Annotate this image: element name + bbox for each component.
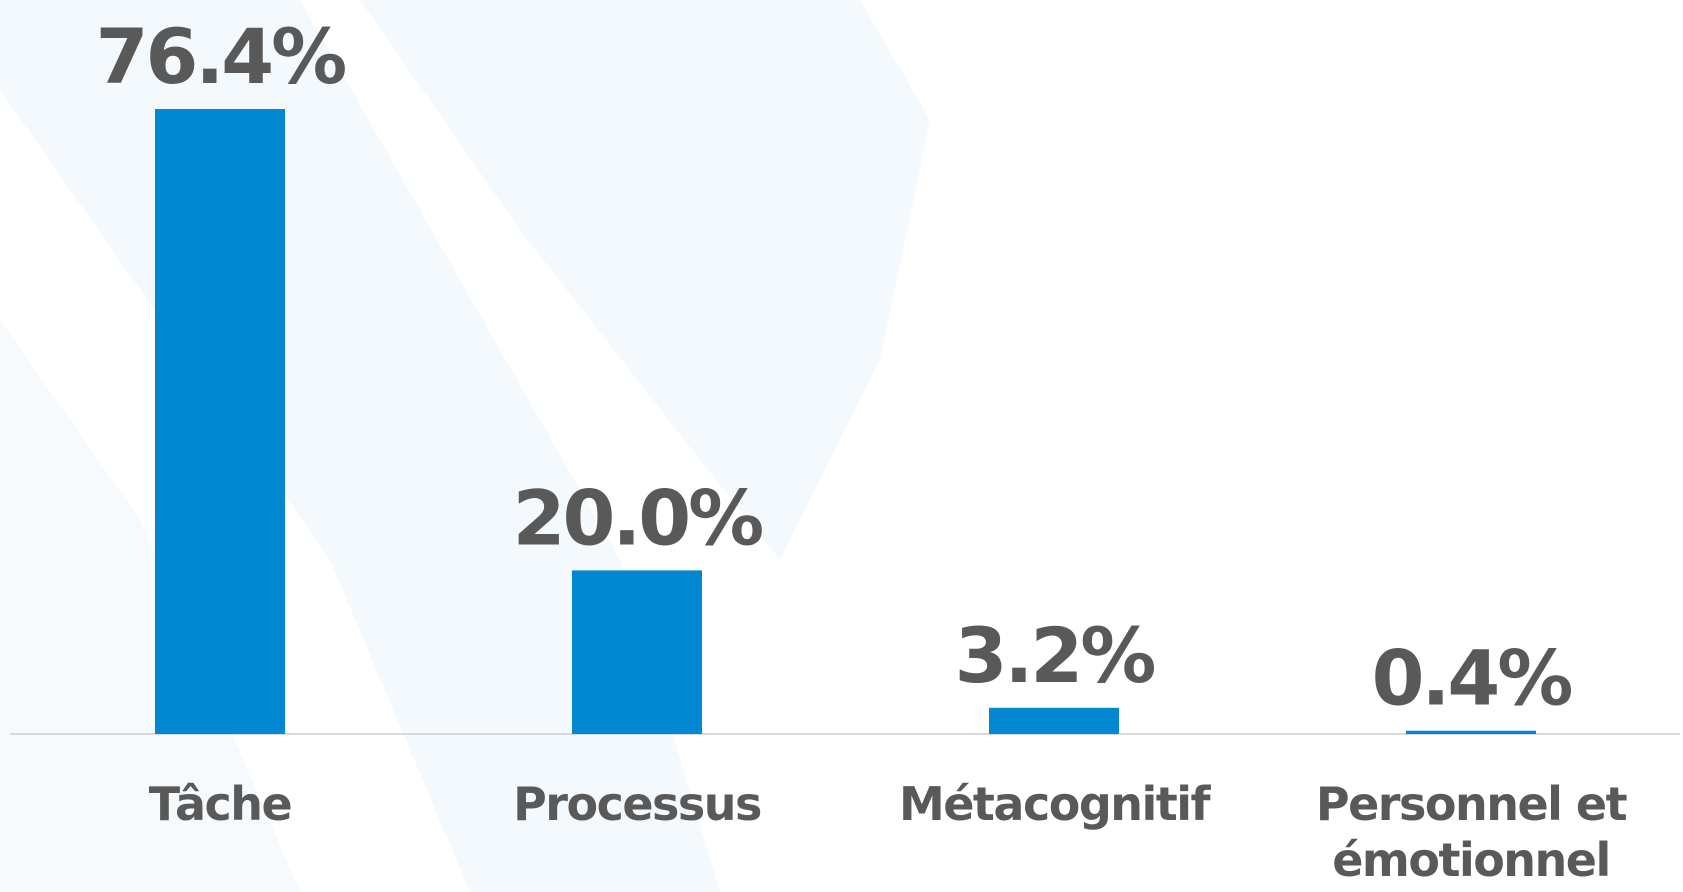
category-label-line: Métacognitif xyxy=(899,777,1212,831)
category-label-metacognitif: Métacognitif xyxy=(899,777,1212,831)
value-labels: 76.4% 20.0% 3.2% 0.4% xyxy=(96,12,1575,723)
bar-processus xyxy=(572,570,702,734)
category-label-line: Personnel et xyxy=(1316,777,1627,831)
category-label-line: émotionnel xyxy=(1332,833,1610,887)
bar-series xyxy=(155,109,1536,734)
value-label-personnel-et-emotionnel: 0.4% xyxy=(1372,634,1572,723)
category-labels: Tâche Processus Métacognitif Personnel et ém… xyxy=(149,777,1628,887)
category-label-line: Processus xyxy=(513,777,761,831)
category-label-personnel-et-emotionnel: Personnel et émotionnel xyxy=(1316,777,1627,887)
category-label-processus: Processus xyxy=(513,777,761,831)
value-label-tache: 76.4% xyxy=(96,12,346,101)
background-stripe xyxy=(0,320,300,892)
value-label-metacognitif: 3.2% xyxy=(955,611,1155,700)
bar-metacognitif xyxy=(989,707,1119,734)
category-label-line: Tâche xyxy=(149,777,291,831)
bar-tache xyxy=(155,109,285,734)
bar-personnel-et-emotionnel xyxy=(1406,730,1536,734)
background-stripe xyxy=(360,0,930,560)
value-label-processus: 20.0% xyxy=(513,473,763,562)
category-label-tache: Tâche xyxy=(149,777,291,831)
